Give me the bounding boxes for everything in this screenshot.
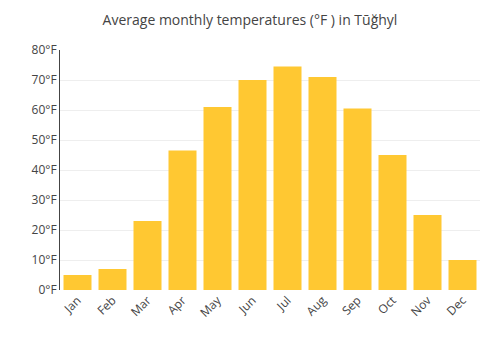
svg-text:Nov: Nov (407, 292, 435, 320)
svg-text:Feb: Feb (93, 292, 119, 318)
svg-text:Apr: Apr (164, 292, 190, 318)
svg-text:Dec: Dec (443, 292, 470, 319)
svg-text:50°F: 50°F (32, 131, 57, 148)
svg-text:40°F: 40°F (32, 161, 57, 178)
svg-text:70°F: 70°F (32, 71, 57, 88)
svg-text:May: May (196, 291, 225, 320)
svg-text:80°F: 80°F (32, 41, 57, 58)
svg-text:Mar: Mar (127, 292, 155, 320)
svg-text:Average monthly temperatures (: Average monthly temperatures (°F ) in Tū… (103, 10, 398, 29)
svg-text:60°F: 60°F (32, 101, 57, 118)
svg-text:Jan: Jan (60, 292, 85, 317)
svg-text:20°F: 20°F (32, 221, 57, 238)
svg-text:Jun: Jun (234, 292, 259, 317)
svg-text:Aug: Aug (302, 292, 330, 320)
svg-text:Jul: Jul (272, 292, 294, 314)
svg-text:Sep: Sep (338, 292, 365, 319)
svg-text:0°F: 0°F (38, 281, 56, 298)
svg-text:10°F: 10°F (32, 251, 57, 268)
svg-text:Oct: Oct (374, 292, 400, 318)
svg-text:30°F: 30°F (32, 191, 57, 208)
